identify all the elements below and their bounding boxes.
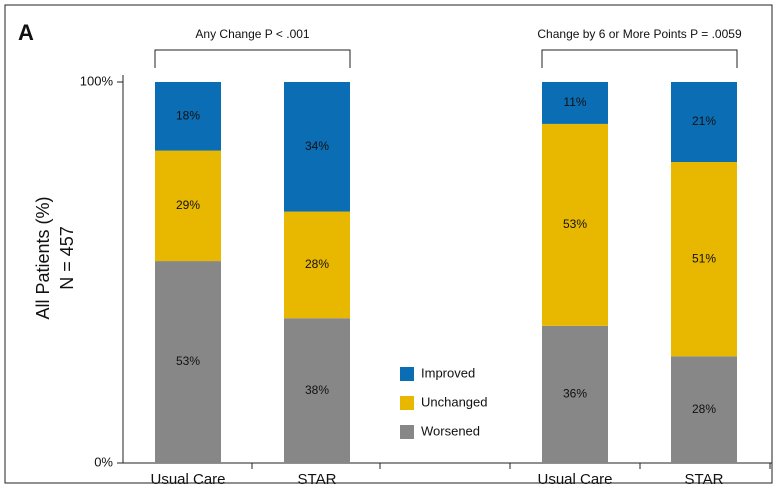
- bar-segment: [542, 82, 608, 124]
- y-tick-label: 100%: [80, 73, 114, 88]
- x-tick-label: Usual Care: [150, 471, 225, 488]
- y-tick-label: 0%: [94, 454, 113, 469]
- data-label: 36%: [563, 387, 587, 401]
- bar-segment: [284, 82, 350, 212]
- annotation: Any Change P < .001: [195, 27, 310, 41]
- data-label: 11%: [563, 95, 586, 109]
- data-label: 34%: [305, 139, 329, 153]
- legend-label: Worsened: [421, 423, 480, 438]
- data-label: 28%: [692, 402, 716, 416]
- y-axis-label: All Patients (%): [33, 196, 53, 319]
- data-label: 21%: [692, 114, 716, 128]
- annotation: Change by 6 or More Points P = .0059: [537, 27, 742, 41]
- data-label: 51%: [692, 251, 716, 265]
- data-label: 53%: [176, 354, 200, 368]
- data-label: 29%: [176, 198, 200, 212]
- bar-segment: [155, 261, 221, 463]
- bracket: [541, 49, 738, 68]
- x-tick-label: STAR: [685, 471, 724, 488]
- data-label: 38%: [305, 383, 329, 397]
- legend-label: Unchanged: [421, 394, 488, 409]
- bar-segment: [284, 318, 350, 463]
- y-axis-label: N = 457: [57, 226, 77, 290]
- legend-swatch: [400, 367, 414, 381]
- data-label: 18%: [176, 108, 200, 122]
- bar-segment: [155, 150, 221, 262]
- x-tick-label: Usual Care: [537, 471, 612, 488]
- data-label: 53%: [563, 217, 587, 231]
- bar-segment: [284, 211, 350, 319]
- bar-segment: [671, 356, 737, 463]
- bar-segment: [542, 325, 608, 463]
- data-label: 28%: [305, 257, 329, 271]
- bar-segment: [155, 82, 221, 151]
- legend-swatch: [400, 396, 414, 410]
- bar-segment: [671, 162, 737, 357]
- bracket: [154, 49, 351, 68]
- frame: [4, 4, 773, 484]
- x-tick-label: STAR: [298, 471, 337, 488]
- panel-label: A: [18, 20, 34, 45]
- bar-segment: [542, 123, 608, 326]
- legend-swatch: [400, 425, 414, 439]
- bar-segment: [671, 82, 737, 163]
- legend-label: Improved: [421, 365, 475, 380]
